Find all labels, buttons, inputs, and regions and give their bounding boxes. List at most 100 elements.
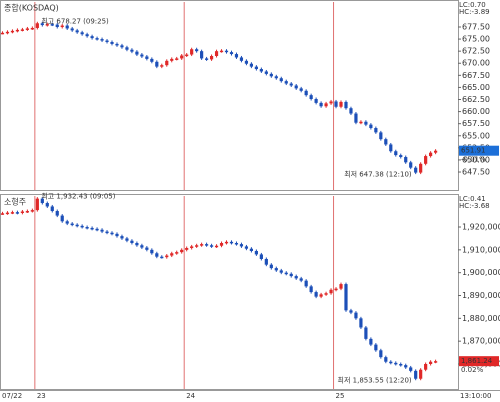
candle <box>209 245 214 247</box>
candle <box>10 30 15 33</box>
candle <box>354 113 358 123</box>
price-box <box>459 145 499 156</box>
candle <box>309 95 313 100</box>
candle <box>433 150 438 153</box>
candle <box>190 49 194 55</box>
candle <box>264 258 268 265</box>
y-tick-label: 667.50 <box>462 71 490 80</box>
high-annotation: 최고 1,932.43 (09:05) <box>41 192 115 201</box>
candle <box>45 203 49 207</box>
candle <box>175 252 179 254</box>
x-tick-label: 13:10:00 <box>460 392 491 400</box>
candle <box>165 60 169 66</box>
candle <box>85 34 89 37</box>
candle <box>229 241 234 244</box>
candle <box>5 212 10 215</box>
candle <box>329 289 333 294</box>
candle <box>195 245 199 247</box>
candle <box>130 49 134 52</box>
candle <box>35 23 39 28</box>
candle <box>274 268 278 271</box>
candle <box>379 132 383 140</box>
candle <box>125 238 129 241</box>
y-tick-label: 1,920,000 <box>462 223 500 232</box>
candle <box>115 43 119 46</box>
candle <box>175 58 179 60</box>
candle <box>10 212 15 214</box>
candle <box>20 211 25 213</box>
panel-frame <box>0 0 459 191</box>
candle <box>364 327 368 339</box>
candle <box>160 256 164 259</box>
candle <box>279 270 283 273</box>
low-annotation: 최저 1,853.55 (12:20) <box>338 376 412 385</box>
candle <box>30 27 34 30</box>
candle <box>100 229 104 232</box>
candle <box>259 69 263 72</box>
candle <box>314 292 318 297</box>
price-label: 651.91 <box>461 147 486 155</box>
candle <box>254 66 258 70</box>
candle <box>135 51 139 55</box>
candle <box>100 39 104 41</box>
candle <box>319 294 323 297</box>
candle <box>234 54 239 58</box>
candle <box>105 231 109 234</box>
candle <box>125 47 129 50</box>
candle <box>80 32 84 35</box>
candle <box>95 38 99 40</box>
candle <box>384 139 388 145</box>
candle <box>234 242 239 245</box>
candle <box>284 81 288 84</box>
candle <box>224 50 229 53</box>
candle <box>299 278 303 281</box>
candle <box>165 255 169 258</box>
candle <box>120 45 124 48</box>
candle <box>140 54 144 57</box>
candle <box>409 162 413 168</box>
candle <box>75 30 79 33</box>
candle <box>374 344 378 351</box>
candle <box>309 286 313 293</box>
candle <box>424 363 428 370</box>
candle <box>120 236 124 239</box>
candle <box>339 101 343 107</box>
candle <box>339 284 343 289</box>
candle <box>304 280 308 287</box>
candle <box>414 370 418 379</box>
candle <box>65 25 69 29</box>
candle <box>394 151 398 156</box>
candle <box>170 58 174 61</box>
candle <box>155 61 159 67</box>
candle <box>249 248 254 251</box>
candle <box>239 244 244 247</box>
change-label: 0.02% <box>461 366 484 374</box>
candle <box>140 245 144 248</box>
candle <box>55 24 59 27</box>
lc-label: LC:0.41 <box>459 195 486 203</box>
candle <box>150 249 154 254</box>
candle <box>229 52 234 55</box>
candle <box>249 63 254 67</box>
candle <box>324 103 328 107</box>
candle <box>204 244 209 246</box>
candle <box>85 227 89 229</box>
candle <box>349 310 353 313</box>
candle <box>170 253 174 256</box>
candle <box>60 25 64 28</box>
candle <box>90 36 94 39</box>
candle <box>145 247 149 250</box>
candle <box>130 240 134 243</box>
y-tick-label: 657.50 <box>462 119 490 128</box>
lc-label: LC:0.70 <box>459 1 486 9</box>
y-tick-label: 655.00 <box>462 131 490 140</box>
candle <box>359 318 363 328</box>
candle <box>404 157 408 163</box>
candle <box>389 361 393 364</box>
y-tick-label: 647.50 <box>462 168 490 177</box>
candle <box>304 90 308 96</box>
candle <box>35 198 39 211</box>
candle <box>45 24 49 26</box>
candle <box>259 254 263 259</box>
y-tick-label: 662.50 <box>462 95 490 104</box>
